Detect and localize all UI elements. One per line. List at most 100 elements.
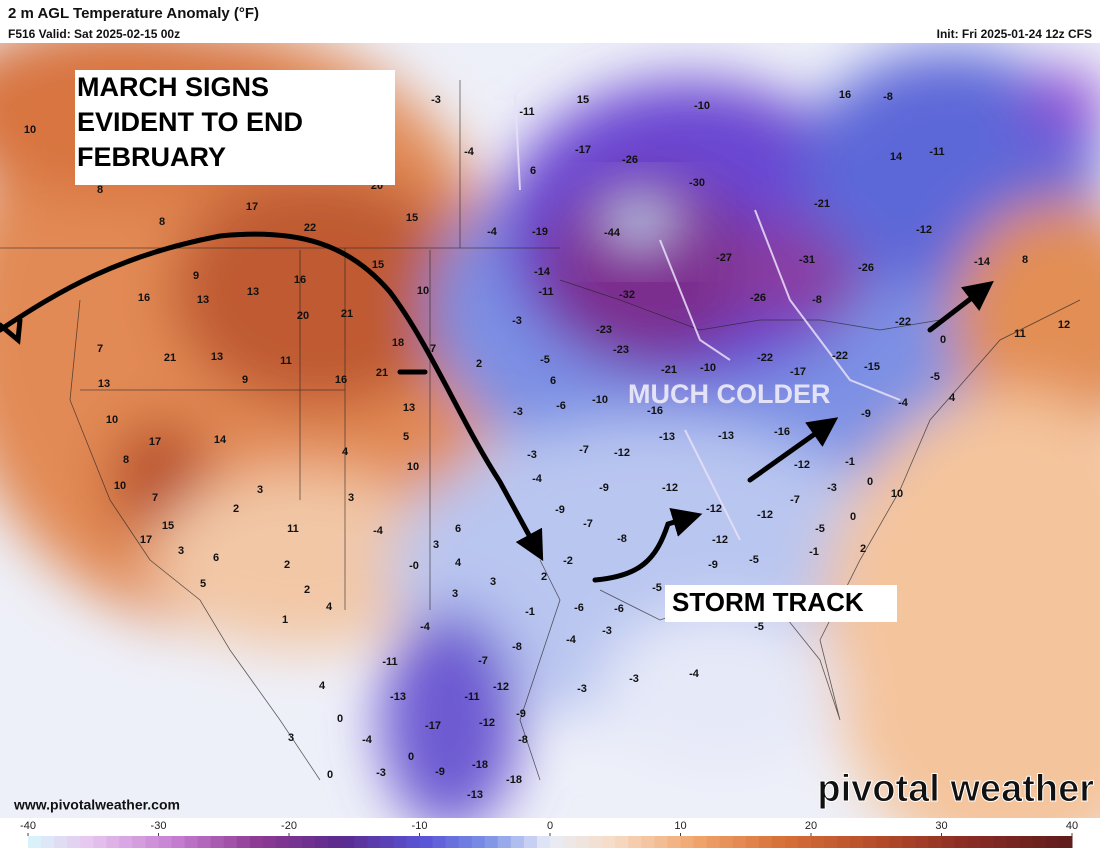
colorbar-tick-label: -10 (412, 820, 428, 832)
station-value: 10 (417, 285, 429, 297)
headline-line: FEBRUARY (77, 142, 226, 172)
colorbar-swatch (693, 836, 708, 848)
station-value: -11 (929, 146, 944, 158)
station-value: 15 (372, 259, 384, 271)
station-value: -10 (694, 100, 710, 112)
colorbar-swatch (184, 836, 199, 848)
station-value: 13 (403, 402, 415, 414)
station-value: -17 (575, 144, 591, 156)
colorbar-swatch (719, 836, 734, 848)
station-value: -1 (525, 606, 535, 618)
station-value: -8 (512, 641, 522, 653)
station-value: 3 (433, 539, 439, 551)
colorbar-swatch (275, 836, 290, 848)
station-value: -7 (579, 444, 589, 456)
colorbar-tick-label: 40 (1066, 820, 1078, 832)
station-value: 5 (403, 431, 409, 443)
station-value: 10 (24, 124, 36, 136)
station-value: 11 (280, 355, 292, 367)
station-value: -31 (799, 254, 815, 266)
station-value: -8 (518, 734, 528, 746)
station-value: 8 (1022, 254, 1028, 266)
colorbar-swatch (367, 836, 381, 848)
station-value: -17 (425, 720, 441, 732)
colorbar-swatch (406, 836, 420, 848)
station-value: -13 (390, 691, 406, 703)
colorbar-swatch (863, 836, 877, 848)
colorbar-swatch (758, 836, 773, 848)
colorbar-swatch (67, 836, 81, 848)
station-value: -22 (757, 352, 773, 364)
station-value: 20 (297, 310, 309, 322)
station-value: -11 (519, 106, 534, 118)
station-value: 2 (233, 503, 239, 515)
station-value: 9 (193, 270, 199, 282)
station-value: -21 (814, 198, 830, 210)
colorbar-swatch (850, 836, 864, 848)
station-value: -3 (527, 449, 537, 461)
colorbar-swatch (602, 836, 616, 848)
station-value: 11 (1014, 328, 1026, 340)
station-value: -18 (472, 759, 488, 771)
station-value: -19 (532, 226, 548, 238)
station-value: 9 (242, 374, 248, 386)
station-value: 0 (327, 769, 333, 781)
station-value: 3 (288, 732, 294, 744)
station-value: -32 (619, 289, 635, 301)
colorbar-tick-label: 0 (547, 820, 553, 832)
colorbar-swatch (380, 836, 394, 848)
colorbar-swatch (445, 836, 460, 848)
colorbar-swatch (876, 836, 890, 848)
colorbar-tick-label: -30 (151, 820, 167, 832)
station-value: 5 (200, 578, 206, 590)
colorbar-swatch (576, 836, 590, 848)
station-value: 3 (178, 545, 184, 557)
station-value: -16 (774, 426, 790, 438)
station-value: 18 (392, 337, 404, 349)
station-value: -9 (435, 766, 445, 778)
colorbar-swatch (941, 836, 956, 848)
colorbar-swatch (354, 836, 368, 848)
station-value: 2 (541, 571, 547, 583)
station-value: -0 (409, 560, 419, 572)
station-value: -7 (583, 518, 593, 530)
station-value: -6 (574, 602, 584, 614)
station-value: -23 (596, 324, 612, 336)
station-value: 4 (326, 601, 333, 613)
station-value: -3 (431, 94, 441, 106)
valid-time: F516 Valid: Sat 2025-02-15 00z (8, 27, 180, 41)
station-value: -7 (790, 494, 800, 506)
station-value: -4 (373, 525, 384, 537)
colorbar-swatch (341, 836, 355, 848)
station-value: -12 (493, 681, 509, 693)
station-value: 21 (376, 367, 388, 379)
station-value: 15 (162, 520, 174, 532)
station-value: 3 (257, 484, 263, 496)
station-value: -8 (883, 91, 893, 103)
station-value: -7 (478, 655, 488, 667)
colorbar-swatch (393, 836, 407, 848)
station-value: -4 (566, 634, 577, 646)
station-value: 13 (247, 286, 259, 298)
colorbar-swatch (1058, 836, 1073, 848)
station-value: 2 (860, 543, 866, 555)
station-value: -3 (602, 625, 612, 637)
station-value: 16 (839, 89, 851, 101)
station-value: -15 (864, 361, 880, 373)
station-value: 16 (294, 274, 306, 286)
station-value: -4 (420, 621, 431, 633)
station-value: 0 (337, 713, 343, 725)
colorbar-swatch (889, 836, 903, 848)
colorbar-swatch (432, 836, 447, 848)
colorbar-swatch (811, 836, 825, 848)
station-value: -9 (516, 708, 526, 720)
station-value: 7 (430, 343, 436, 355)
colorbar-swatch (745, 836, 760, 848)
station-value: -17 (790, 366, 806, 378)
station-value: 10 (114, 480, 126, 492)
colorbar-swatch (41, 836, 55, 848)
colorbar-swatch (497, 836, 512, 848)
station-value: 15 (577, 94, 589, 106)
station-value: -5 (540, 354, 550, 366)
